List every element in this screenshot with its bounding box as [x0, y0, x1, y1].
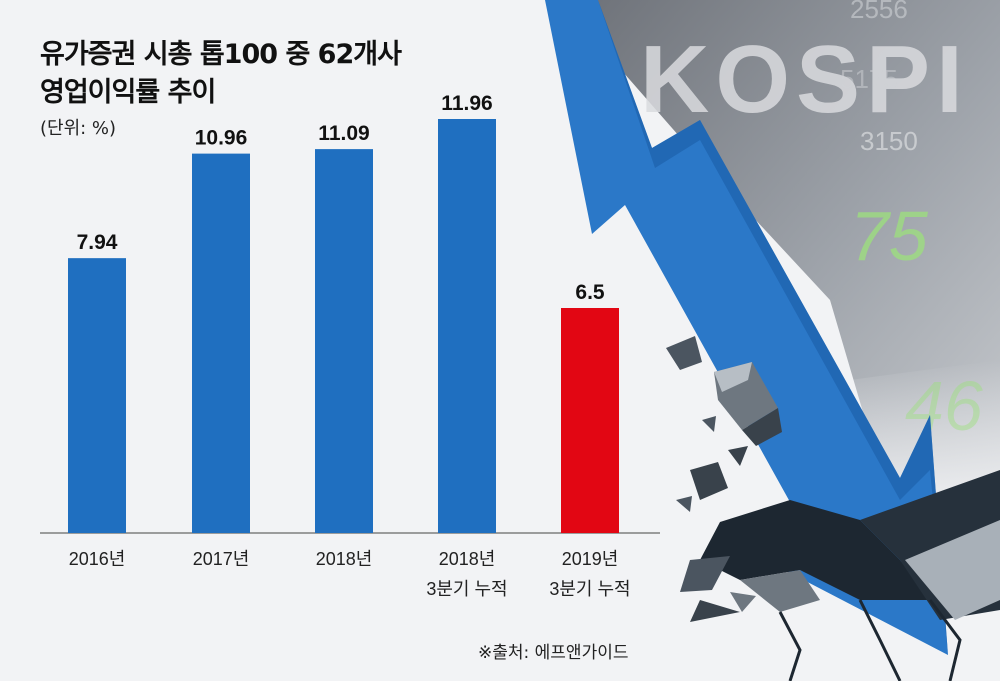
category-label-3-0: 2018년 [439, 549, 496, 569]
category-label-2-0: 2018년 [316, 549, 373, 569]
board-digits-2: 5175 [840, 64, 898, 94]
category-label-1-0: 2017년 [193, 549, 250, 569]
kospi-watermark: KOSPI [640, 26, 969, 133]
category-label-4-0: 2019년 [562, 549, 619, 569]
category-label-4-1: 3분기 누적 [549, 579, 630, 599]
bar-2 [315, 149, 373, 533]
board-digits-4: 75 [850, 197, 929, 275]
value-label-1: 10.96 [195, 127, 248, 150]
category-label-0-0: 2016년 [69, 549, 126, 569]
falling-arrow [545, 0, 948, 655]
value-label-3: 11.96 [441, 92, 492, 115]
board-digits-1: 2556 [850, 0, 908, 24]
board-digits-5: 46 [905, 367, 983, 445]
value-label-4: 6.5 [575, 281, 605, 304]
unit-label: (단위: %) [40, 118, 117, 139]
chart-title-line-2: 영업이익률 추이 [40, 77, 216, 108]
bar-1 [192, 153, 250, 533]
bar-chart: 7.94 10.96 11.09 11.96 6.5 2016년 2017년 2018년 20… [40, 92, 660, 599]
bar-0 [68, 258, 126, 533]
value-label-2: 11.09 [318, 122, 369, 145]
bar-3 [438, 119, 496, 533]
crack-rubble [666, 336, 1000, 681]
board-digits-3: 3150 [860, 126, 918, 156]
chart-title-line-1: 유가증권 시총 톱100 중 62개사 [40, 39, 402, 70]
value-label-0: 7.94 [77, 231, 118, 254]
source-note: ※출처: 에프앤가이드 [478, 643, 629, 663]
bar-4 [561, 308, 619, 533]
category-label-3-1: 3분기 누적 [426, 579, 507, 599]
